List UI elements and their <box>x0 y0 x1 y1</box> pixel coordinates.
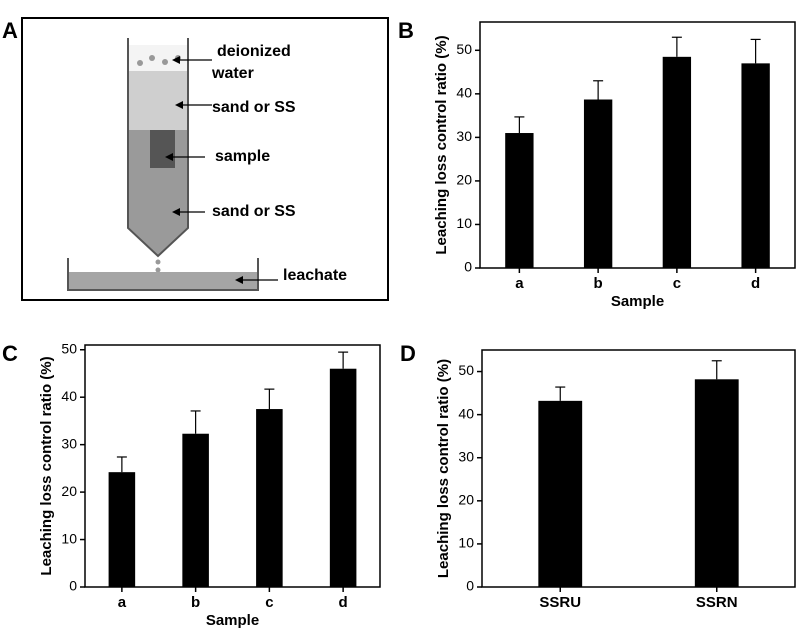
error-bar <box>264 388 275 410</box>
error-bar <box>711 360 722 380</box>
diagram-label: sample <box>215 148 270 165</box>
error-bar <box>514 116 525 134</box>
panel-label: B <box>398 18 414 43</box>
bar <box>256 409 283 587</box>
x-tick-label: a <box>515 275 524 292</box>
diagram-label: deionized <box>217 43 291 60</box>
y-axis-label: Leaching loss control ratio (%) <box>38 356 55 575</box>
error-bar <box>671 36 682 57</box>
bar <box>182 433 209 587</box>
error-bar <box>555 386 566 401</box>
y-tick-label: 50 <box>458 362 474 378</box>
y-tick-label: 40 <box>458 405 474 421</box>
bar <box>505 133 534 268</box>
sand-layer <box>129 71 187 130</box>
panel-label: C <box>2 341 18 366</box>
y-tick-label: 10 <box>61 530 77 546</box>
sample <box>150 130 175 168</box>
diagram-label: sand or SS <box>212 203 296 220</box>
diagram-label: water <box>211 65 254 82</box>
diagram-label: leachate <box>283 267 347 284</box>
tray-liquid <box>68 272 258 289</box>
error-bar <box>338 351 349 369</box>
plot-frame <box>479 21 796 269</box>
bar <box>329 368 357 587</box>
plot-frame <box>481 349 796 588</box>
y-tick-label: 20 <box>456 172 472 188</box>
bar <box>583 99 613 268</box>
y-axis-label: Leaching loss control ratio (%) <box>433 35 450 254</box>
diagram-label: sand or SS <box>212 99 296 116</box>
y-tick-label: 40 <box>61 388 77 404</box>
y-tick-label: 20 <box>458 492 474 508</box>
column <box>127 38 189 258</box>
y-tick-label: 30 <box>456 128 472 144</box>
panel-label: A <box>2 18 18 43</box>
x-axis-label: Sample <box>206 612 259 629</box>
y-tick-label: 50 <box>456 41 472 57</box>
x-tick-label: SSRN <box>696 594 738 611</box>
frame <box>21 17 389 301</box>
error-bar <box>190 410 201 434</box>
y-axis-label: Leaching loss control ratio (%) <box>435 359 452 578</box>
x-axis-label: Sample <box>611 293 664 310</box>
x-tick-label: a <box>118 594 127 611</box>
tray <box>67 258 259 291</box>
y-tick-label: 50 <box>61 340 77 356</box>
x-tick-label: b <box>594 275 603 292</box>
bar <box>662 56 692 268</box>
bar <box>538 400 583 587</box>
x-tick-label: c <box>673 275 681 292</box>
y-tick-label: 0 <box>466 578 474 594</box>
bar <box>108 472 136 587</box>
x-tick-label: b <box>191 594 200 611</box>
error-bar <box>593 80 604 100</box>
plot-frame <box>84 344 381 588</box>
y-tick-label: 30 <box>458 448 474 464</box>
y-tick-label: 0 <box>69 578 77 594</box>
y-tick-label: 0 <box>464 259 472 275</box>
arrowheads <box>165 56 243 284</box>
y-tick-label: 20 <box>61 483 77 499</box>
bar <box>694 379 739 587</box>
y-tick-label: 30 <box>61 435 77 451</box>
diagram: A <box>2 17 389 301</box>
panel-label: D <box>400 341 416 366</box>
error-bar <box>750 38 761 64</box>
x-tick-label: SSRU <box>539 594 581 611</box>
y-tick-label: 10 <box>456 215 472 231</box>
bar <box>741 63 770 269</box>
x-tick-label: c <box>265 594 273 611</box>
y-tick-label: 10 <box>458 535 474 551</box>
y-tick-label: 40 <box>456 85 472 101</box>
x-tick-label: d <box>339 594 348 611</box>
error-bar <box>116 456 127 473</box>
x-tick-label: d <box>751 275 760 292</box>
